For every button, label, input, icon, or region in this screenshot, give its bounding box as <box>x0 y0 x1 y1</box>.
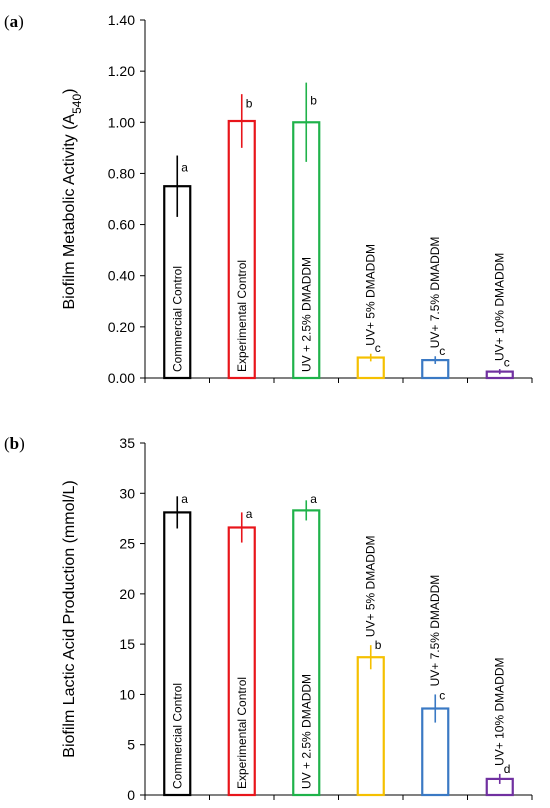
panel-label: (a) <box>4 12 24 31</box>
y-axis-label: Biofilm Lactic Acid Production (mmol/L) <box>61 480 78 757</box>
y-tick-label: 1.00 <box>108 114 135 130</box>
significance-label: c <box>375 341 381 355</box>
y-tick-label: 0.60 <box>108 217 135 233</box>
significance-label: c <box>439 344 445 358</box>
bar <box>292 121 321 380</box>
significance-label: b <box>310 93 317 107</box>
bar <box>227 526 256 797</box>
y-tick-label: 0.40 <box>108 268 135 284</box>
y-tick-label: 0.80 <box>108 165 135 181</box>
category-label: Experimental Control <box>235 677 249 789</box>
category-label: UV+ 10% DMADDM <box>493 658 507 766</box>
significance-label: a <box>181 492 188 506</box>
category-label: UV+ 7.5% DMADDM <box>428 237 442 349</box>
bar <box>292 509 321 797</box>
panel-label: (b) <box>4 434 25 453</box>
y-tick-label: 20 <box>119 586 135 602</box>
category-label: UV+ 5% DMADDM <box>364 535 378 637</box>
y-tick-label: 1.40 <box>108 12 135 28</box>
y-tick-label: 5 <box>127 737 135 753</box>
significance-label: a <box>181 160 188 174</box>
y-tick-label: 10 <box>119 686 135 702</box>
y-axis-label: Biofilm Metabolic Activity (A540) <box>61 89 84 310</box>
significance-label: a <box>246 507 253 521</box>
category-label: UV+ 10% DMADDM <box>493 253 507 361</box>
category-label: UV+ 5% DMADDM <box>364 244 378 346</box>
bar <box>356 656 385 797</box>
y-tick-label: 30 <box>119 485 135 501</box>
y-tick-label: 0.00 <box>108 370 135 386</box>
bar <box>163 185 192 380</box>
significance-label: b <box>246 97 253 111</box>
y-tick-label: 1.20 <box>108 63 135 79</box>
category-label: Commercial Control <box>170 683 184 789</box>
significance-label: d <box>504 762 511 776</box>
chart-panel-b: (b) 0 5 10 15 20 25 30 35 Biofilm Lactic Acid Pro… <box>4 434 533 803</box>
category-label: UV + 2.5% DMADDM <box>299 674 313 789</box>
category-label: UV + 2.5% DMADDM <box>299 257 313 372</box>
chart-panel-a: (a) 0.00 0.20 0.40 0.60 0.80 1.00 1.20 1.40 Biofi… <box>4 12 533 386</box>
category-label: UV+ 7.5% DMADDM <box>428 575 442 687</box>
significance-label: b <box>375 638 382 652</box>
y-tick-label: 35 <box>119 435 135 451</box>
significance-label: c <box>439 689 445 703</box>
significance-label: c <box>504 356 510 370</box>
y-tick-label: 0.20 <box>108 319 135 335</box>
category-label: Experimental Control <box>235 260 249 372</box>
y-tick-label: 15 <box>119 636 135 652</box>
y-tick-label: 0 <box>127 787 135 803</box>
bar <box>421 707 450 797</box>
y-tick-label: 25 <box>119 536 135 552</box>
significance-label: a <box>310 492 317 506</box>
category-label: Commercial Control <box>170 266 184 372</box>
